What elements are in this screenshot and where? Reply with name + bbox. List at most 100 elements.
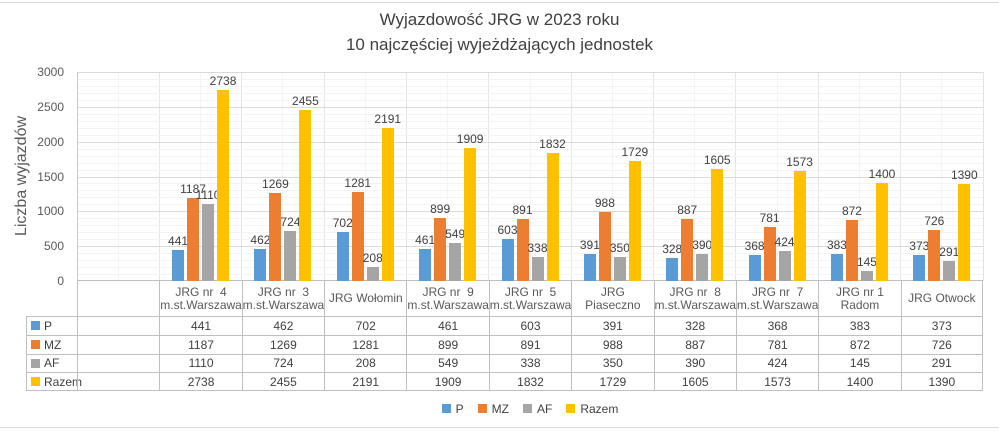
legend-label: P [455,401,464,416]
legend-item-P[interactable]: P [441,401,464,416]
category-label: JRG nr 1 Radom [818,281,900,316]
bar-value-label: 1110 [195,188,221,202]
y-tick-label: 0 [57,274,64,288]
table-row-label: P [26,316,77,335]
gridline-horizontal [77,92,983,94]
bar-Razem-3[interactable] [381,128,394,281]
bar-MZ-2[interactable] [269,193,282,281]
bar-AF-4[interactable] [449,243,462,281]
bar-Razem-6[interactable] [628,161,641,281]
table-cell: 461 [406,316,489,335]
bar-AF-10[interactable] [943,261,956,281]
bar-P-10[interactable] [913,255,926,281]
gridline-horizontal [77,155,983,157]
bar-P-3[interactable] [336,232,349,281]
legend-item-MZ[interactable]: MZ [477,402,509,416]
table-cell: 1573 [735,372,819,391]
bar-value-label: 350 [609,241,630,255]
bar-AF-7[interactable] [696,254,709,281]
category-label: JRG nr 4 m.st.Warszawa [159,281,242,316]
bar-MZ-10[interactable] [928,230,941,281]
bar-Razem-10[interactable] [958,184,971,281]
bar-AF-6[interactable] [613,257,626,281]
bar-P-2[interactable] [254,249,267,281]
table-cell: 1909 [406,372,489,391]
bar-Razem-5[interactable] [546,153,559,281]
gridline-horizontal [77,239,983,241]
bar-Razem-7[interactable] [711,169,724,281]
table-row-label: Razem [26,372,82,391]
legend-item-Razem[interactable]: Razem [566,402,618,416]
category-label: JRG Otwock [900,281,983,316]
bar-MZ-7[interactable] [681,219,694,281]
bar-value-label: 988 [594,196,615,210]
legend-key-icon [522,404,532,413]
table-cell: 208 [324,353,407,373]
table-cell: 1832 [488,372,572,391]
table-cell: 441 [159,316,242,335]
legend-key-AF [31,358,40,368]
legend-item-AF[interactable]: AF [522,402,552,416]
series-name: P [44,318,53,333]
bar-MZ-8[interactable] [763,227,776,281]
bar-value-label: 1187 [180,182,206,196]
table-cell: 2191 [324,372,407,391]
series-name: Razem [44,374,83,389]
bar-MZ-6[interactable] [598,212,611,281]
legend-key-icon [566,404,576,413]
bar-value-label: 208 [362,251,383,265]
bar-MZ-1[interactable] [187,198,200,281]
bar-P-1[interactable] [172,250,185,281]
bar-AF-5[interactable] [531,257,544,281]
bar-MZ-5[interactable] [516,219,529,281]
bar-Razem-9[interactable] [875,183,888,281]
bar-AF-1[interactable] [202,204,215,281]
bar-value-label: 899 [430,202,451,216]
y-axis-line [77,72,78,281]
bar-Razem-8[interactable] [793,171,806,281]
bar-P-4[interactable] [419,249,432,281]
category-label: JRG nr 5 m.st.Warszawa [488,281,571,316]
category-label: JRG Wołomin [324,281,406,316]
bar-Razem-2[interactable] [299,110,312,281]
table-header-spacer [26,281,77,316]
gridline-horizontal [77,162,983,164]
gridline-horizontal [77,267,983,269]
table-cell: 462 [241,316,325,335]
bar-value-label: 1281 [344,176,372,190]
bar-P-9[interactable] [830,254,843,281]
gridline-horizontal [77,253,983,255]
category-label: JRG nr 7 m.st.Warszawa [735,281,818,316]
bar-AF-3[interactable] [366,267,379,281]
gridline-horizontal [77,148,983,150]
bar-AF-8[interactable] [778,251,791,281]
gridline-horizontal [77,225,983,227]
bar-value-label: 373 [909,239,930,253]
bar-value-label: 390 [692,238,713,252]
bar-value-label: 441 [168,234,189,248]
bar-Razem-1[interactable] [217,90,230,281]
table-cell: 724 [241,353,325,373]
table-cell: 887 [653,334,736,354]
bar-AF-2[interactable] [284,231,297,281]
bar-value-label: 603 [497,223,518,237]
bar-AF-9[interactable] [860,271,873,281]
gridline-horizontal [77,246,983,248]
bar-MZ-9[interactable] [845,220,858,281]
table-cell: 1269 [241,334,325,354]
bar-value-label: 328 [662,242,683,256]
data-table: JRG nr 4 m.st.Warszawa JRG nr 3 m.st.Wars… [26,281,983,391]
bar-P-8[interactable] [748,255,761,281]
gridline-horizontal [77,232,983,234]
bar-value-label: 338 [527,241,548,255]
worksheet-gridline-top [0,2,999,3]
table-cell: 291 [900,353,983,373]
bar-Razem-4[interactable] [464,148,477,281]
bar-MZ-4[interactable] [434,218,447,281]
bar-MZ-3[interactable] [351,192,364,281]
table-cell: 1400 [818,372,901,391]
chart-title-line2: 10 najczęściej wyjeżdżających jednostek [345,35,654,54]
bar-P-7[interactable] [666,258,679,281]
bar-P-5[interactable] [501,239,514,281]
bar-P-6[interactable] [583,254,596,281]
